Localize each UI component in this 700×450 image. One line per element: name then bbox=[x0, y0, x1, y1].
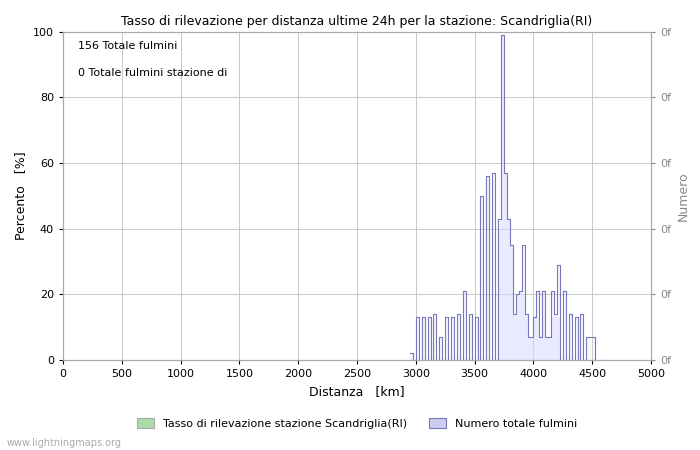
Title: Tasso di rilevazione per distanza ultime 24h per la stazione: Scandriglia(RI): Tasso di rilevazione per distanza ultime… bbox=[121, 14, 593, 27]
X-axis label: Distanza   [km]: Distanza [km] bbox=[309, 385, 405, 398]
Text: www.lightningmaps.org: www.lightningmaps.org bbox=[7, 438, 122, 448]
Y-axis label: Numero: Numero bbox=[677, 171, 690, 220]
Y-axis label: Percento   [%]: Percento [%] bbox=[15, 152, 27, 240]
Text: 0 Totale fulmini stazione di: 0 Totale fulmini stazione di bbox=[78, 68, 227, 78]
Text: 156 Totale fulmini: 156 Totale fulmini bbox=[78, 41, 177, 51]
Legend: Tasso di rilevazione stazione Scandriglia(RI), Numero totale fulmini: Tasso di rilevazione stazione Scandrigli… bbox=[133, 414, 581, 433]
